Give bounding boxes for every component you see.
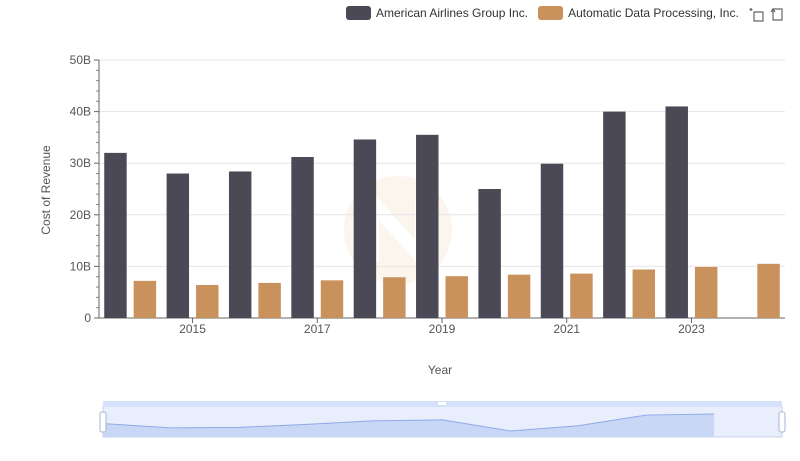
bar-american-airlines xyxy=(603,111,626,318)
x-tick-label: 2019 xyxy=(429,322,456,336)
y-tick-label: 10B xyxy=(70,259,91,273)
bar-american-airlines xyxy=(104,152,127,318)
x-tick-label: 2023 xyxy=(678,322,705,336)
legend-item-adp[interactable]: Automatic Data Processing, Inc. xyxy=(538,6,739,20)
bar-adp xyxy=(445,276,468,318)
bar-adp xyxy=(133,280,157,318)
zoom-slider[interactable] xyxy=(99,401,786,438)
legend-swatch-american-airlines xyxy=(346,6,371,20)
legend-label-american-airlines: American Airlines Group Inc. xyxy=(376,6,529,20)
y-tick-label: 0 xyxy=(84,311,91,325)
bar-adp xyxy=(694,266,718,318)
zoom-handle xyxy=(99,411,107,433)
bar-adp xyxy=(320,280,344,318)
bar-american-airlines xyxy=(166,173,190,318)
bar-american-airlines xyxy=(353,139,377,318)
legend-item-american-airlines[interactable]: American Airlines Group Inc. xyxy=(346,6,528,20)
zoom-handle xyxy=(778,411,786,433)
zoom-select-icon[interactable] xyxy=(748,6,766,22)
bar-adp xyxy=(196,284,219,318)
bars-group xyxy=(104,106,780,318)
bar-american-airlines xyxy=(540,163,564,318)
bar-adp xyxy=(258,282,281,318)
zoom-preview-area xyxy=(103,414,715,437)
y-tick-label: 20B xyxy=(70,208,91,222)
legend: American Airlines Group Inc. Automatic D… xyxy=(346,4,749,22)
bar-american-airlines xyxy=(665,106,688,318)
x-tick-label: 2017 xyxy=(304,322,331,336)
legend-swatch-adp xyxy=(538,6,564,20)
y-tick-label: 50B xyxy=(70,53,91,67)
zoom-preview-line xyxy=(102,413,715,432)
zoom-reset-icon[interactable] xyxy=(768,6,786,22)
x-tick-label: 2021 xyxy=(553,322,580,336)
bar-adp xyxy=(383,277,406,318)
legend-label-adp: Automatic Data Processing, Inc. xyxy=(568,6,739,20)
bar-adp xyxy=(570,273,593,318)
bar-adp xyxy=(632,269,656,318)
y-tick-label: 30B xyxy=(70,156,91,170)
bar-adp xyxy=(507,274,531,318)
bar-american-airlines xyxy=(228,171,252,318)
x-axis-label: Year xyxy=(428,363,452,377)
bar-american-airlines xyxy=(478,189,501,318)
y-axis-label: Cost of Revenue xyxy=(39,145,53,235)
bar-american-airlines xyxy=(416,134,439,318)
zoom-grip xyxy=(438,402,446,405)
bar-adp xyxy=(757,263,780,318)
chart-toolbar xyxy=(746,6,786,22)
y-tick-label: 40B xyxy=(70,105,91,119)
x-axis: 2015 2017 2019 2021 2023 xyxy=(99,317,785,336)
y-axis: 0 10B 20B 30B 40B 50B xyxy=(70,53,100,325)
bar-american-airlines xyxy=(291,157,314,318)
x-tick-label: 2015 xyxy=(179,322,206,336)
